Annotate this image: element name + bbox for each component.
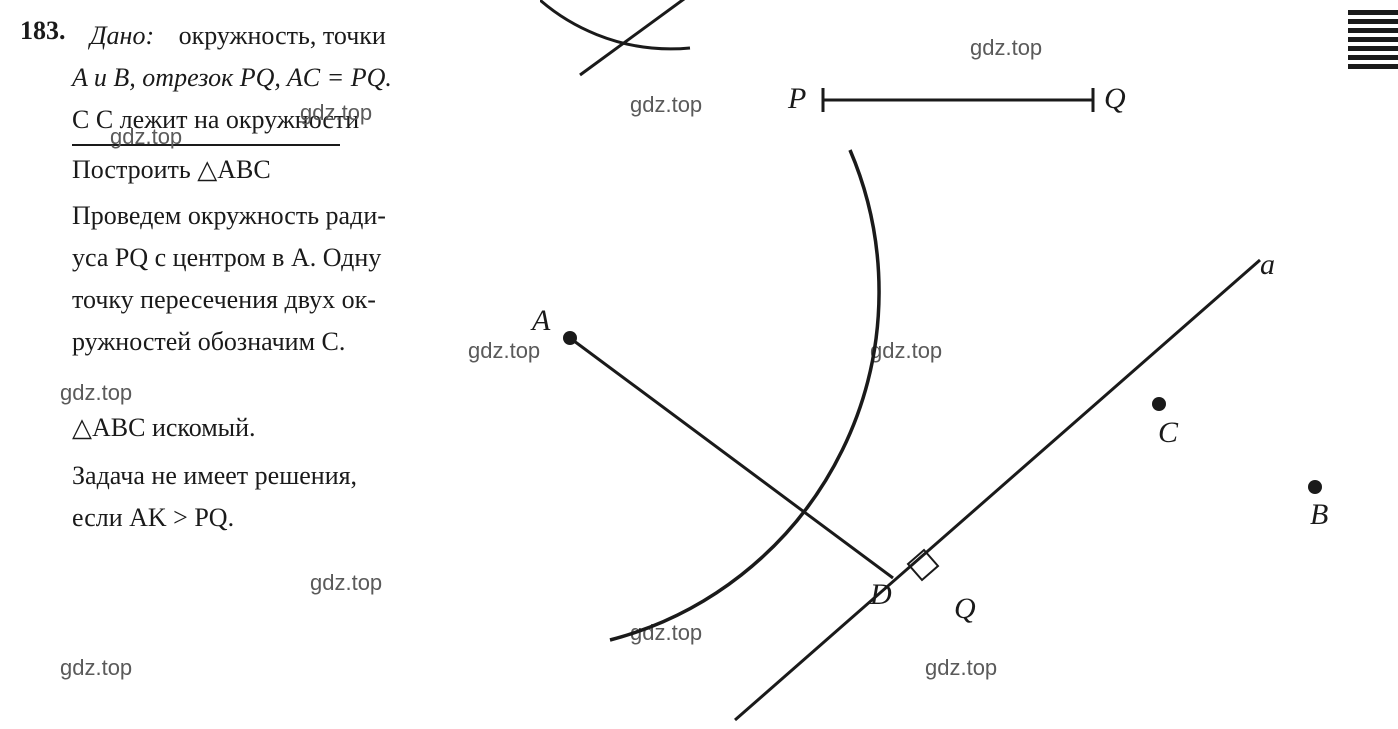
problem-number: 183. [20, 16, 66, 46]
figure-svg [540, 0, 1360, 724]
top-arc-icon [540, 0, 690, 49]
point-b-dot-icon [1308, 480, 1322, 494]
point-c-dot-icon [1152, 397, 1166, 411]
given-text-1: окружность, точки [179, 21, 386, 50]
label-b: B [1310, 498, 1328, 532]
label-a-line: a [1260, 248, 1275, 282]
watermark-icon: gdz.top [60, 380, 132, 406]
given-label: Дано: [90, 21, 154, 50]
given-line-3: C C лежит на окружности [72, 100, 359, 139]
solution-5: △ABC искомый. [72, 408, 256, 447]
given-line: Дано: окружность, точки [90, 16, 386, 55]
label-c: C [1158, 416, 1178, 450]
label-q-bottom: Q [954, 592, 976, 626]
given-line-2: A и B, отрезок PQ, AC = PQ. [72, 58, 392, 97]
watermark-icon: gdz.top [60, 655, 132, 681]
watermark-icon: gdz.top [310, 570, 382, 596]
given-text-3-inner: C лежит на окружности [96, 105, 359, 134]
solution-6: Задача не имеет решения, [72, 456, 357, 495]
label-p: P [788, 82, 806, 116]
main-arc-icon [610, 150, 879, 640]
label-a-point: A [532, 304, 550, 338]
construct-label: Построить △ABC [72, 150, 271, 189]
segment-ad-icon [570, 338, 893, 578]
solution-2: уса PQ с центром в A. Одну [72, 238, 381, 277]
point-a-dot-icon [563, 331, 577, 345]
label-d: D [870, 578, 892, 612]
solution-1: Проведем окружность ради- [72, 196, 386, 235]
watermark-icon: gdz.top [468, 338, 540, 364]
geometry-figure: P Q A a C B D Q [540, 0, 1360, 724]
solution-4: ружностей обозначим C. [72, 322, 345, 361]
label-q-top: Q [1104, 82, 1126, 116]
top-line-icon [580, 0, 710, 75]
solution-7: если AK > PQ. [72, 498, 234, 537]
line-a-icon [735, 260, 1260, 720]
solution-3: точку пересечения двух ок- [72, 280, 376, 319]
divider-line [72, 144, 340, 146]
